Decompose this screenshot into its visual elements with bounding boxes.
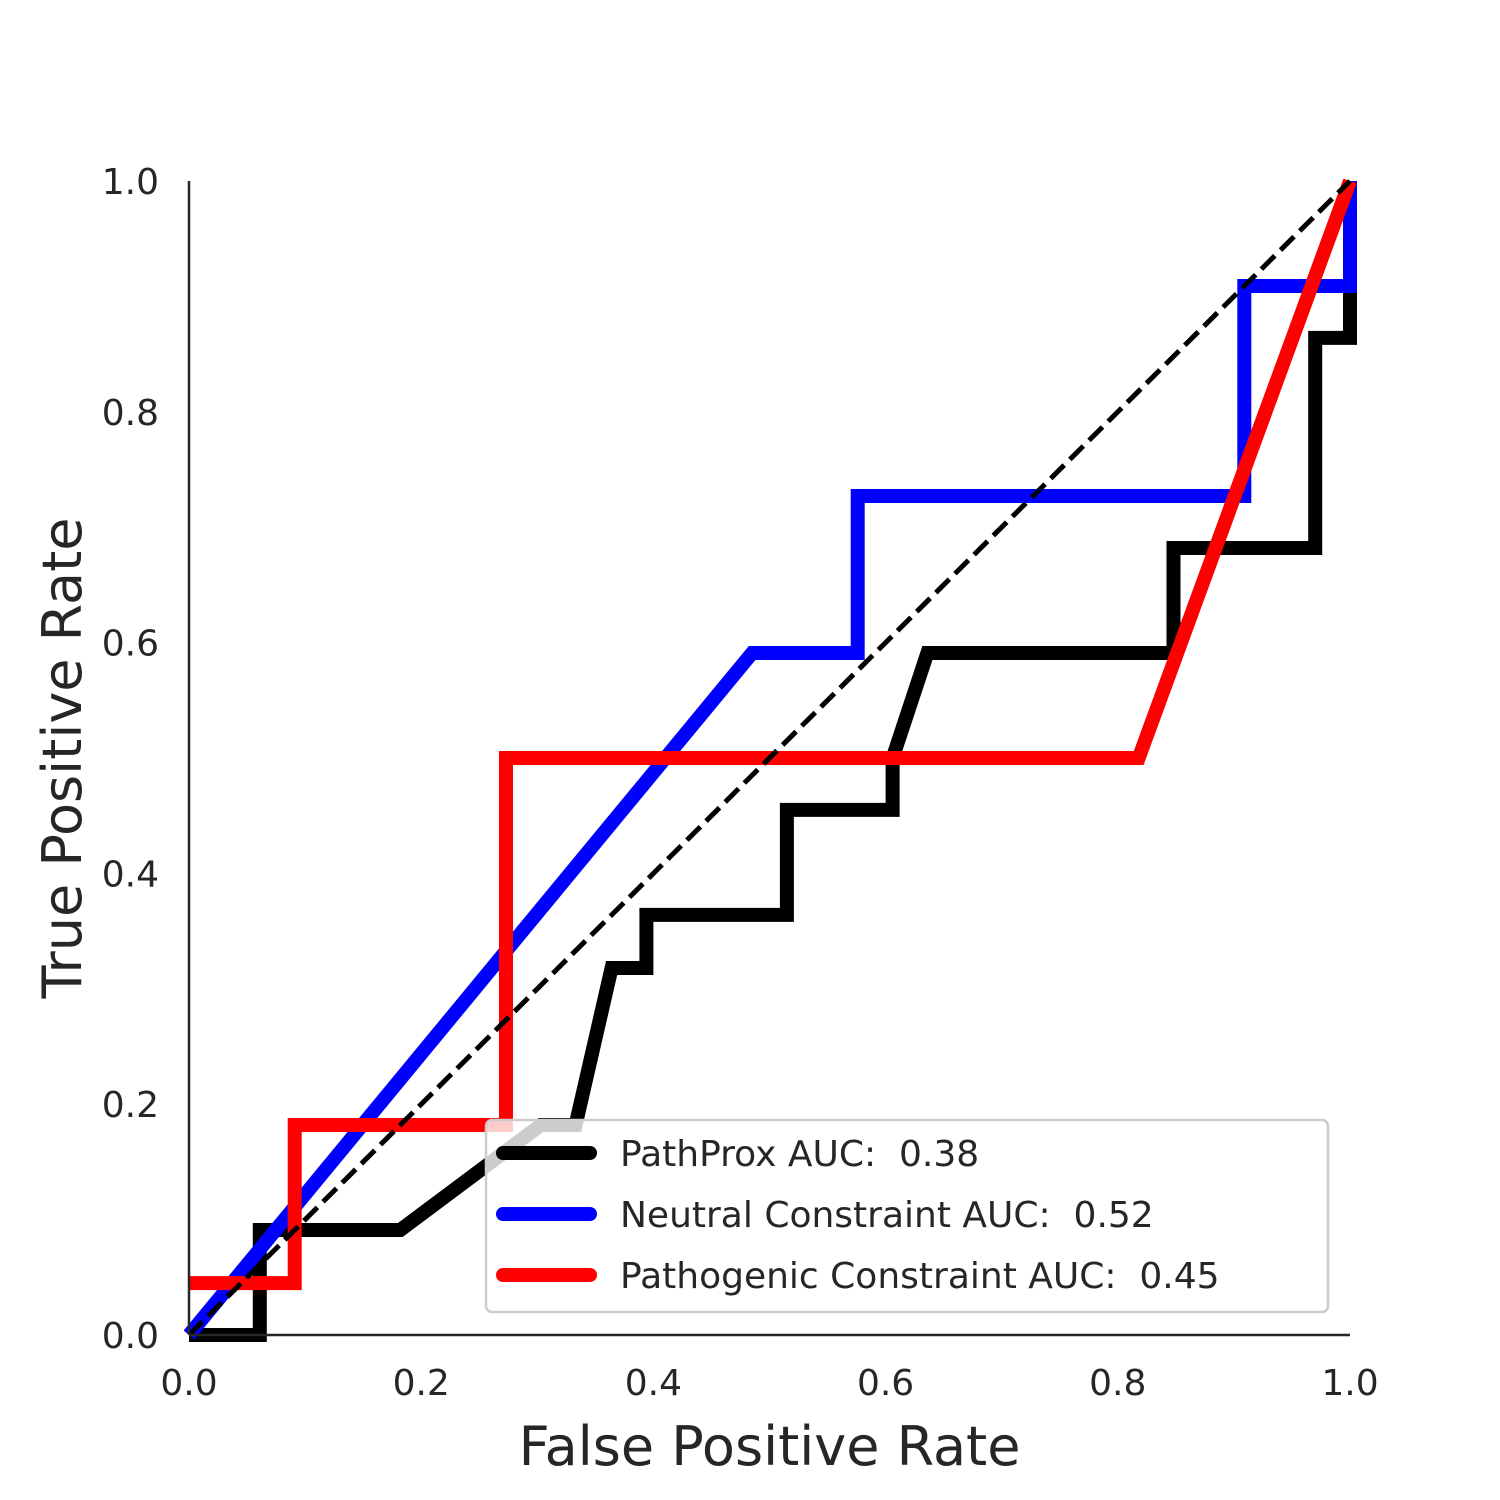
y-tick-label: 0.0 [102,1316,159,1357]
y-axis-title: True Positive Rate [31,517,94,999]
series-line-1 [189,181,1357,1342]
y-tick-label: 0.2 [102,1085,159,1126]
x-tick-label: 0.4 [625,1363,682,1404]
legend-label-2: Neutral Constraint AUC: 0.52 [620,1195,1154,1236]
x-tick-label: 0.8 [1089,1363,1146,1404]
y-tick-label: 0.6 [102,624,159,665]
y-tick-label: 1.0 [102,162,159,203]
x-axis-title: False Positive Rate [519,1415,1021,1478]
y-tick-label: 0.8 [102,393,159,434]
x-tick-label: 0.6 [857,1363,914,1404]
legend-label-3: Pathogenic Constraint AUC: 0.45 [620,1256,1220,1297]
y-tick-label: 0.4 [102,854,159,895]
x-tick-label: 0.0 [160,1363,217,1404]
diagonal-reference-line [187,179,1352,1337]
legend: PathProx AUC: 0.38 Neutral Constraint AUC… [484,1118,1330,1314]
x-tick-label: 0.2 [393,1363,450,1404]
y-axis-ticks: 0.0 0.2 0.4 0.6 0.8 1.0 [102,162,159,1357]
x-tick-label: 1.0 [1321,1363,1378,1404]
legend-frame [484,1118,1330,1314]
series-line-2 [183,181,1357,1340]
x-axis-ticks: 0.0 0.2 0.4 0.6 0.8 1.0 [160,1363,1378,1404]
legend-label-1: PathProx AUC: 0.38 [620,1134,979,1175]
